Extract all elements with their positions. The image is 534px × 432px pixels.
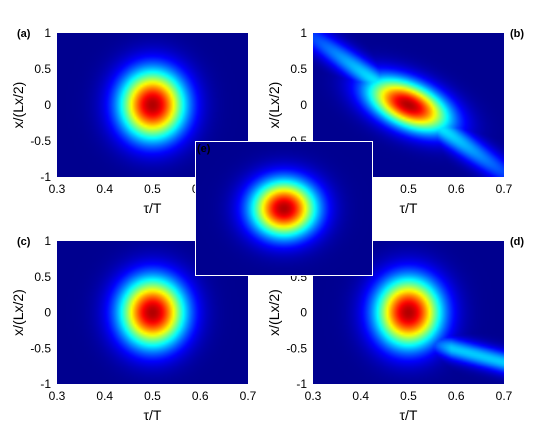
x-axis-label: τ/T: [400, 407, 418, 423]
x-tick-label: 0.5: [144, 389, 161, 403]
x-tick-label: 0.4: [96, 389, 113, 403]
x-tick-label: 0.6: [192, 389, 209, 403]
y-tick-label: 0: [44, 306, 51, 320]
x-tick-label: 0.6: [448, 389, 465, 403]
y-tick-label: 0: [300, 306, 307, 320]
y-tick-label: -1: [40, 377, 51, 391]
y-tick-label: 0: [44, 98, 51, 112]
x-tick-label: 0.7: [240, 389, 257, 403]
panel-label-c: (c): [17, 236, 31, 248]
x-axis-label: τ/T: [400, 200, 418, 216]
x-tick-label: 0.7: [496, 389, 513, 403]
y-tick-label: -0.5: [30, 134, 51, 148]
y-tick-label: -1: [296, 377, 307, 391]
panel-label-e: (e): [197, 143, 211, 155]
x-axis-label: τ/T: [144, 407, 162, 423]
x-tick-label: 0.3: [305, 389, 322, 403]
y-tick-label: 0.5: [34, 270, 51, 284]
panel-label-a: (a): [17, 28, 31, 40]
x-tick-label: 0.3: [49, 182, 66, 196]
x-tick-label: 0.3: [49, 389, 66, 403]
y-tick-label: 1: [300, 26, 307, 40]
y-tick-label: 0.5: [290, 62, 307, 76]
y-tick-label: -1: [40, 170, 51, 184]
heatmap-image-e: [196, 142, 372, 275]
x-axis-label: τ/T: [144, 200, 162, 216]
y-tick-label: 1: [44, 26, 51, 40]
x-tick-label: 0.7: [496, 182, 513, 196]
x-tick-label: 0.5: [144, 182, 161, 196]
x-tick-label: 0.4: [352, 389, 369, 403]
x-tick-label: 0.5: [400, 389, 417, 403]
y-tick-label: 1: [44, 234, 51, 248]
y-axis-label: x/(Lx/2): [10, 289, 26, 336]
x-tick-label: 0.4: [96, 182, 113, 196]
x-tick-label: 0.6: [448, 182, 465, 196]
y-axis-label: x/(Lx/2): [10, 82, 26, 129]
y-tick-label: 0.5: [34, 62, 51, 76]
y-tick-label: -0.5: [30, 341, 51, 355]
y-axis-label: x/(Lx/2): [266, 289, 282, 336]
panel-label-b: (b): [510, 28, 524, 40]
y-tick-label: 0: [300, 98, 307, 112]
y-axis-label: x/(Lx/2): [266, 82, 282, 129]
panel-label-d: (d): [510, 236, 524, 248]
x-tick-label: 0.5: [400, 182, 417, 196]
y-tick-label: -0.5: [286, 341, 307, 355]
